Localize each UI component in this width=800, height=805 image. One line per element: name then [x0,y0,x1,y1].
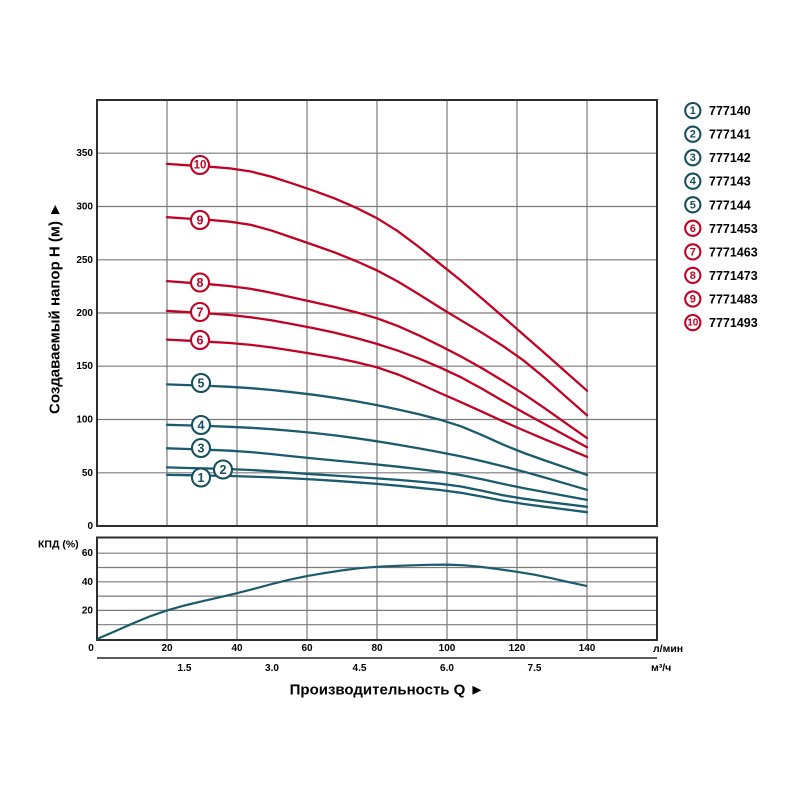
svg-text:200: 200 [76,308,93,319]
svg-text:7: 7 [197,306,204,320]
svg-text:1.5: 1.5 [178,663,192,674]
svg-text:6: 6 [690,223,696,235]
svg-text:140: 140 [579,643,596,654]
svg-text:3: 3 [198,442,205,456]
svg-text:5: 5 [690,199,696,211]
svg-text:4.5: 4.5 [353,663,367,674]
svg-text:4: 4 [690,176,697,188]
svg-text:3.0: 3.0 [265,663,279,674]
svg-text:2: 2 [690,129,696,141]
svg-text:3: 3 [690,152,696,164]
svg-text:10: 10 [687,318,699,329]
svg-text:м³/ч: м³/ч [651,662,671,674]
svg-text:Производительность Q ►: Производительность Q ► [290,682,485,699]
svg-text:7771493: 7771493 [709,316,758,330]
svg-text:60: 60 [82,548,94,559]
svg-text:250: 250 [76,255,93,266]
svg-text:777140: 777140 [709,104,751,118]
svg-text:80: 80 [371,643,383,654]
svg-text:300: 300 [76,202,93,213]
svg-text:60: 60 [301,643,313,654]
svg-text:7: 7 [690,246,696,258]
svg-text:КПД (%): КПД (%) [38,539,79,551]
svg-text:150: 150 [76,361,93,372]
svg-text:777144: 777144 [709,198,751,212]
svg-text:20: 20 [161,643,173,654]
svg-text:7771453: 7771453 [709,222,758,236]
svg-text:6.0: 6.0 [440,663,454,674]
svg-text:20: 20 [82,605,94,616]
svg-text:л/мин: л/мин [653,643,683,655]
svg-text:Создаваемый напор Н (м) ►: Создаваемый напор Н (м) ► [47,202,64,414]
svg-text:40: 40 [231,643,243,654]
svg-text:120: 120 [509,643,526,654]
svg-text:9: 9 [690,294,696,306]
svg-text:8: 8 [197,276,204,290]
svg-text:777141: 777141 [709,128,751,142]
svg-text:1: 1 [690,105,696,117]
svg-text:100: 100 [439,643,456,654]
svg-text:7.5: 7.5 [528,663,542,674]
svg-text:7771473: 7771473 [709,269,758,283]
svg-text:777142: 777142 [709,151,751,165]
svg-text:7771463: 7771463 [709,245,758,259]
svg-text:50: 50 [82,468,94,479]
svg-text:1: 1 [198,471,205,485]
svg-text:6: 6 [197,334,204,348]
svg-text:10: 10 [194,160,207,172]
svg-text:2: 2 [220,463,227,477]
svg-text:4: 4 [198,419,205,433]
svg-text:350: 350 [76,148,93,159]
svg-text:7771483: 7771483 [709,293,758,307]
svg-text:100: 100 [76,415,93,426]
svg-text:777143: 777143 [709,175,751,189]
svg-text:9: 9 [197,214,204,228]
svg-text:40: 40 [82,577,94,588]
svg-text:0: 0 [88,643,94,654]
svg-text:5: 5 [198,377,205,391]
svg-text:8: 8 [690,270,696,282]
svg-text:0: 0 [87,521,93,532]
